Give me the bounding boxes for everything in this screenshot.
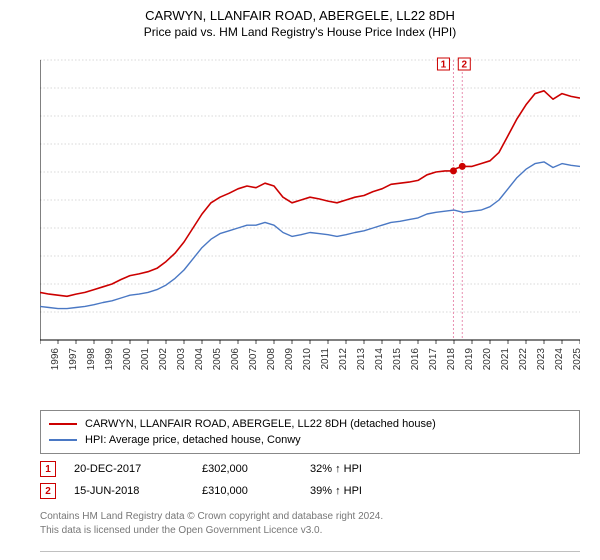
footer-line1: Contains HM Land Registry data © Crown c… [40,510,580,524]
svg-text:2018: 2018 [446,348,457,371]
svg-text:2001: 2001 [140,348,151,371]
footer-line2: This data is licensed under the Open Gov… [40,524,580,538]
legend-swatch [49,423,77,425]
transaction-badge: 2 [40,483,56,499]
legend-swatch [49,439,77,441]
svg-text:2016: 2016 [410,348,421,371]
svg-text:2010: 2010 [302,348,313,371]
svg-text:2024: 2024 [554,348,565,371]
svg-text:2011: 2011 [320,348,331,370]
svg-text:1: 1 [441,60,447,71]
transaction-row: 2 15-JUN-2018 £310,000 39% ↑ HPI [40,480,580,502]
legend-label: CARWYN, LLANFAIR ROAD, ABERGELE, LL22 8D… [85,418,436,430]
svg-text:2007: 2007 [248,348,259,371]
svg-text:2015: 2015 [392,348,403,371]
svg-text:2009: 2009 [284,348,295,371]
bottom-divider [40,551,580,552]
svg-text:2013: 2013 [356,348,367,371]
price-chart: £0£50K£100K£150K£200K£250K£300K£350K£400… [40,50,580,380]
svg-text:2020: 2020 [482,348,493,371]
svg-text:2004: 2004 [194,348,205,371]
transaction-date: 15-JUN-2018 [74,485,184,497]
svg-text:2: 2 [461,60,467,71]
transaction-price: £310,000 [202,485,292,497]
footer-attribution: Contains HM Land Registry data © Crown c… [40,510,580,537]
svg-text:1997: 1997 [68,348,79,371]
svg-text:2025: 2025 [572,348,580,371]
svg-text:2017: 2017 [428,348,439,371]
svg-text:2006: 2006 [230,348,241,371]
svg-text:2002: 2002 [158,348,169,371]
transaction-row: 1 20-DEC-2017 £302,000 32% ↑ HPI [40,458,580,480]
svg-text:2008: 2008 [266,348,277,371]
svg-text:2023: 2023 [536,348,547,371]
svg-text:2014: 2014 [374,348,385,371]
svg-text:2019: 2019 [464,348,475,371]
svg-text:1996: 1996 [50,348,61,371]
transaction-table: 1 20-DEC-2017 £302,000 32% ↑ HPI 2 15-JU… [40,458,580,502]
legend: CARWYN, LLANFAIR ROAD, ABERGELE, LL22 8D… [40,410,580,454]
transaction-delta: 32% ↑ HPI [310,463,410,475]
transaction-price: £302,000 [202,463,292,475]
svg-text:2021: 2021 [500,348,511,371]
svg-text:1998: 1998 [86,348,97,371]
legend-item-hpi: HPI: Average price, detached house, Conw… [49,432,571,448]
legend-label: HPI: Average price, detached house, Conw… [85,434,301,446]
transaction-delta: 39% ↑ HPI [310,485,410,497]
svg-text:2022: 2022 [518,348,529,371]
svg-text:2005: 2005 [212,348,223,371]
legend-item-subject: CARWYN, LLANFAIR ROAD, ABERGELE, LL22 8D… [49,416,571,432]
chart-subtitle: Price paid vs. HM Land Registry's House … [0,25,600,39]
chart-title-address: CARWYN, LLANFAIR ROAD, ABERGELE, LL22 8D… [0,8,600,23]
transaction-badge: 1 [40,461,56,477]
transaction-date: 20-DEC-2017 [74,463,184,475]
svg-text:1995: 1995 [40,348,43,371]
svg-text:2003: 2003 [176,348,187,371]
svg-text:2000: 2000 [122,348,133,371]
svg-text:2012: 2012 [338,348,349,371]
svg-text:1999: 1999 [104,348,115,371]
